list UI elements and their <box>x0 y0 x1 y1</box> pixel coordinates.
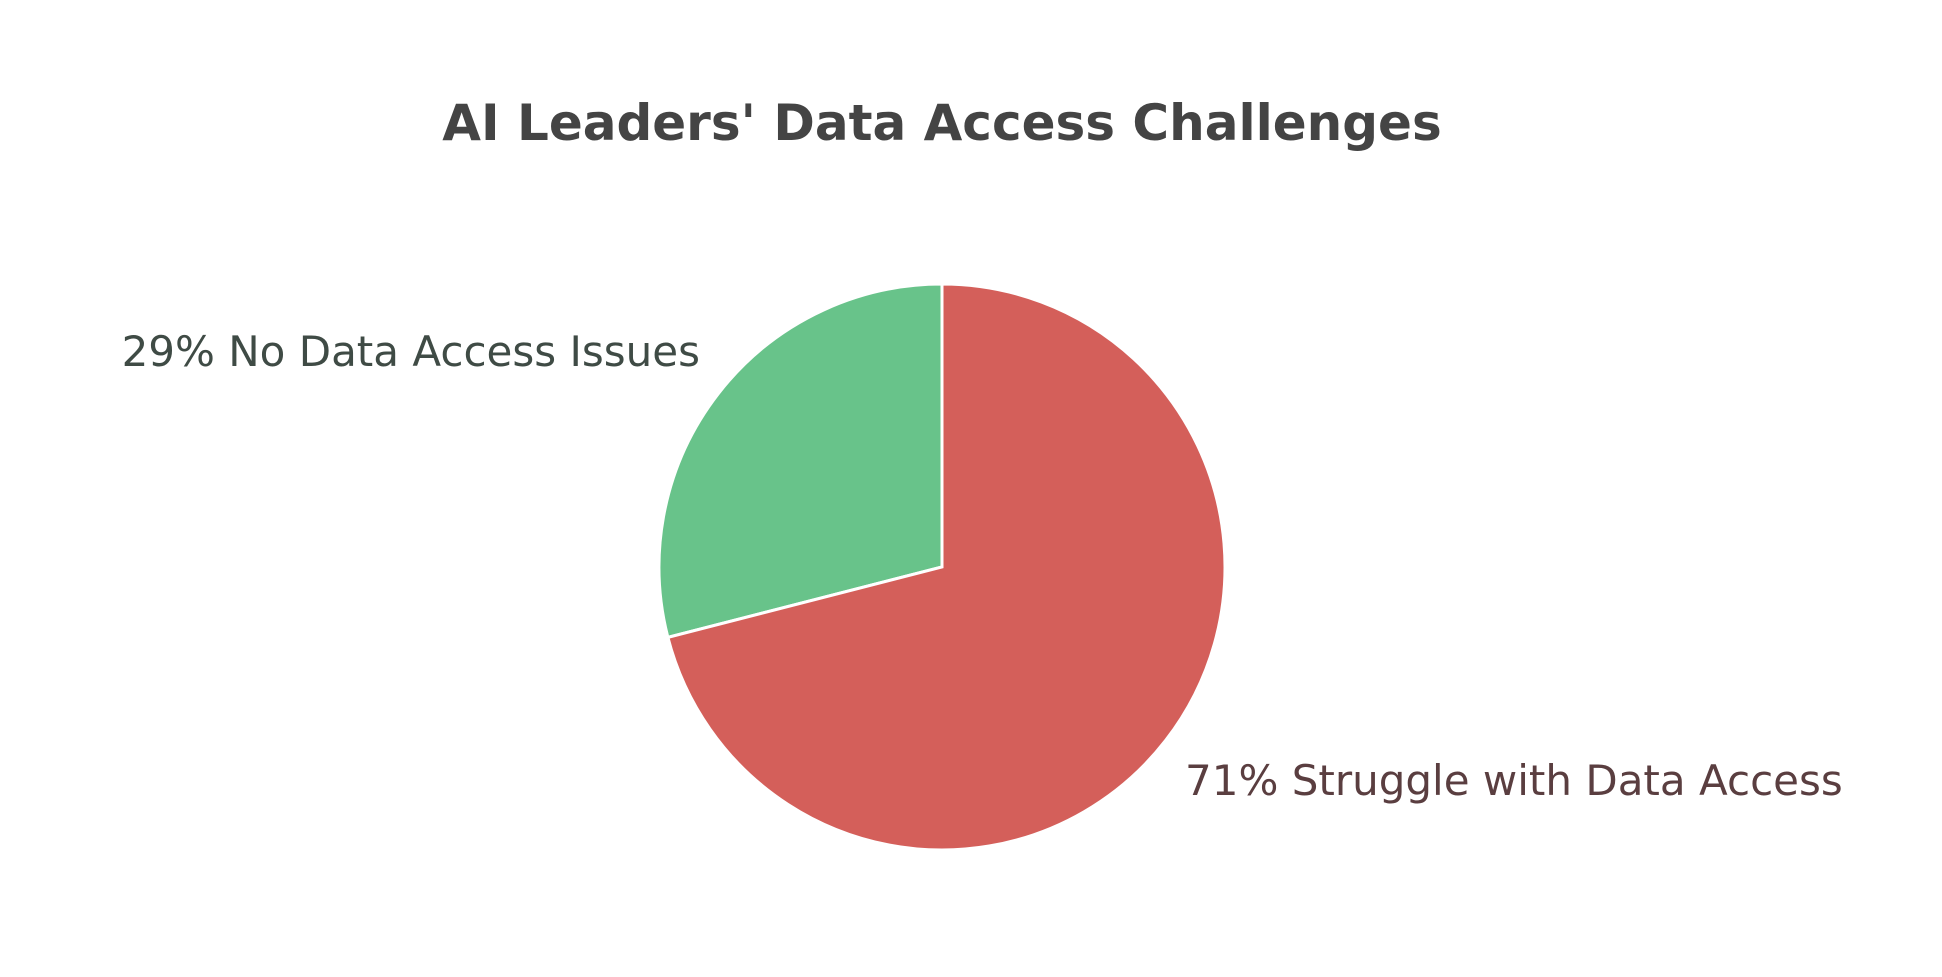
pie-slice-no-issues <box>657 282 944 640</box>
pie-label-no-issues: 29% No Data Access Issues <box>122 327 700 376</box>
pie-slice-struggle <box>666 282 1227 852</box>
pie-label-struggle: 71% Struggle with Data Access <box>1185 756 1843 805</box>
pie-labels: 29% No Data Access Issues 71% Struggle wi… <box>122 327 1843 805</box>
chart-title: AI Leaders' Data Access Challenges <box>442 94 1441 152</box>
pie-slices <box>657 282 1227 852</box>
